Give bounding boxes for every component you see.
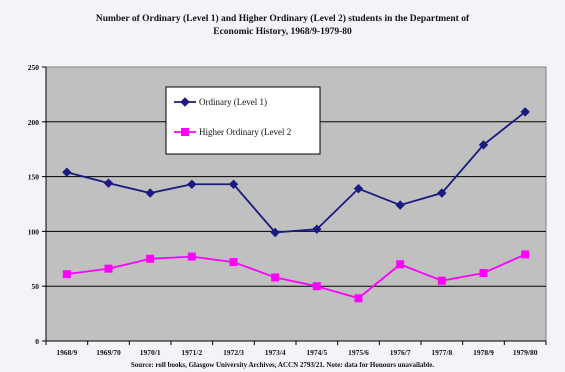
x-tick-label: 1973/4 — [265, 348, 286, 357]
data-point-series-1 — [353, 183, 364, 194]
data-point-series-1 — [395, 200, 405, 210]
data-point-series-1 — [228, 179, 239, 189]
data-point-series-2 — [271, 273, 280, 282]
data-point-series-1 — [187, 179, 197, 189]
y-tick-label: 100 — [28, 227, 40, 236]
data-point-series-2 — [479, 269, 488, 278]
x-tick-label: 1969/70 — [96, 348, 121, 357]
x-tick-label: 1968/9 — [56, 348, 77, 357]
y-tick-label: 200 — [28, 118, 40, 127]
x-tick-label: 1976/7 — [390, 348, 411, 357]
data-point-series-2 — [229, 258, 238, 267]
y-tick-label: 150 — [28, 173, 40, 182]
series-line-2 — [66, 253, 526, 300]
data-point-series-1 — [520, 107, 530, 117]
legend-box — [165, 86, 321, 155]
data-point-series-1 — [312, 224, 322, 234]
data-point-series-2 — [437, 276, 446, 285]
data-point-series-2 — [187, 252, 196, 261]
data-point-series-2 — [62, 270, 71, 279]
x-tick-label: 1979/80 — [513, 348, 538, 357]
data-point-series-1 — [62, 167, 72, 177]
data-point-series-2 — [104, 264, 113, 273]
x-tick-label: 1975/6 — [348, 348, 369, 357]
y-tick-label: 50 — [32, 282, 40, 291]
data-point-series-2 — [146, 254, 155, 263]
x-tick-label: 1977/8 — [431, 348, 452, 357]
x-tick-label: 1978/9 — [473, 348, 494, 357]
series-line-1 — [66, 111, 526, 234]
data-point-series-1 — [437, 188, 447, 198]
y-tick-label: 250 — [28, 63, 40, 72]
data-point-series-2 — [354, 294, 363, 303]
legend-label-1: Ordinary (Level 1) — [199, 97, 267, 107]
x-tick-label: 1974/5 — [306, 348, 327, 357]
data-point-series-2 — [521, 250, 530, 259]
chart-title-line-2: Economic History, 1968/9-1979-80 — [213, 27, 352, 37]
data-point-series-1 — [270, 227, 280, 238]
data-point-series-2 — [396, 260, 405, 269]
legend-marker-1 — [180, 97, 190, 107]
x-tick-label: 1971/2 — [181, 348, 202, 357]
data-point-series-1 — [103, 178, 114, 188]
data-point-series-2 — [312, 282, 321, 291]
chart-title-line-1: Number of Ordinary (Level 1) and Higher … — [95, 14, 470, 24]
y-tick-label: 0 — [35, 337, 39, 346]
x-tick-label: 1972/3 — [223, 348, 244, 357]
data-point-series-1 — [145, 188, 155, 198]
data-point-series-1 — [478, 140, 489, 150]
chart-source-note: Source: roll books, Glasgow University A… — [130, 361, 435, 369]
legend-label-2: Higher Ordinary (Level 2 — [199, 127, 291, 137]
legend-marker-2 — [181, 128, 189, 136]
x-tick-label: 1970/1 — [140, 348, 161, 357]
